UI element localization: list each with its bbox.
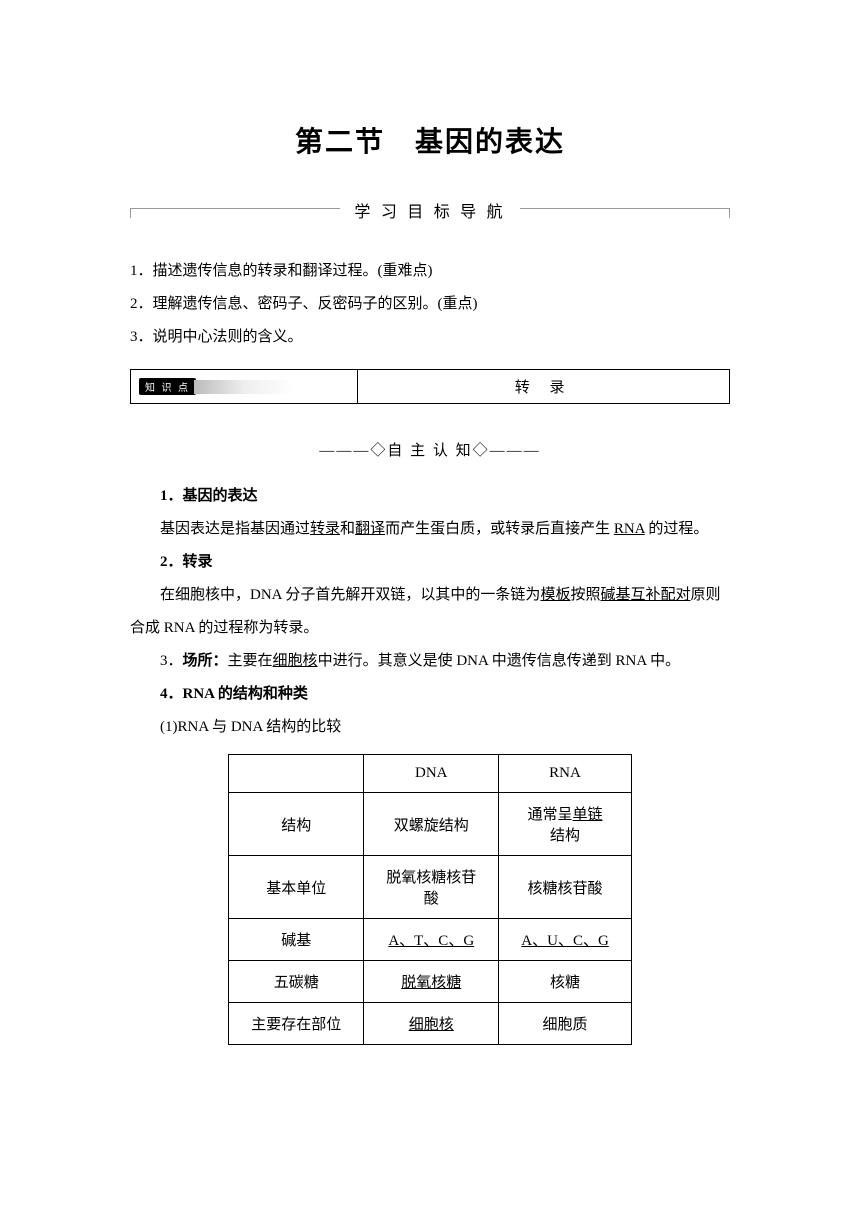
- text: 的过程。: [645, 521, 709, 537]
- text: 通常呈: [528, 807, 573, 823]
- underline-text: A、T、C、G: [388, 933, 474, 949]
- underline-text: 翻译: [355, 521, 385, 537]
- table-cell: 核糖: [499, 961, 632, 1003]
- table-cell: 脱氧核糖核苷酸: [364, 856, 499, 919]
- text: 按照: [570, 587, 600, 603]
- table-cell: 基本单位: [229, 856, 364, 919]
- table-cell: 通常呈单链结构: [499, 793, 632, 856]
- table-row: 基本单位 脱氧核糖核苷酸 核糖核苷酸: [229, 856, 632, 919]
- heading-1: 1．基因的表达: [130, 480, 730, 513]
- table-cell: 主要存在部位: [229, 1003, 364, 1045]
- topic-badge-cell: 知 识 点: [131, 370, 358, 403]
- underline-text: 细胞核: [273, 653, 318, 669]
- topic-box: 知 识 点 转 录: [130, 369, 730, 404]
- topic-label: 转 录: [358, 370, 729, 403]
- text: 3．: [160, 653, 183, 669]
- table-row: 五碳糖 脱氧核糖 核糖: [229, 961, 632, 1003]
- underline-text: 模板: [540, 587, 570, 603]
- content-body: 1．基因的表达 基因表达是指基因通过转录和翻译而产生蛋白质，或转录后直接产生 R…: [130, 480, 730, 1045]
- heading-4: 4．RNA 的结构和种类: [130, 678, 730, 711]
- knowledge-point-badge: 知 识 点: [139, 378, 196, 395]
- text: 中进行。其意义是使 DNA 中遗传信息传递到 RNA 中。: [318, 653, 681, 669]
- text: 在细胞核中，DNA 分子首先解开双链，以其中的一条链为: [160, 587, 540, 603]
- learning-goals-divider: 学 习 目 标 导 航: [130, 200, 730, 230]
- page-title: 第二节 基因的表达: [130, 120, 730, 160]
- underline-text: 脱氧核糖: [401, 975, 461, 991]
- table-cell: 碱基: [229, 919, 364, 961]
- badge-fade-icon: [194, 380, 294, 394]
- text: 和: [340, 521, 355, 537]
- table-cell: A、T、C、G: [364, 919, 499, 961]
- table-cell: 核糖核苷酸: [499, 856, 632, 919]
- text: 结构: [550, 828, 580, 844]
- table-cell: 细胞核: [364, 1003, 499, 1045]
- comparison-table: DNA RNA 结构 双螺旋结构 通常呈单链结构 基本单位 脱氧核糖核苷酸 核糖…: [228, 754, 632, 1045]
- underline-text: A、U、C、G: [521, 933, 609, 949]
- bold-text: 场所：: [183, 653, 228, 669]
- table-row: 结构 双螺旋结构 通常呈单链结构: [229, 793, 632, 856]
- sub-section-header: ———◇自 主 认 知◇———: [130, 439, 730, 460]
- heading-3: 3．场所：主要在细胞核中进行。其意义是使 DNA 中遗传信息传递到 RNA 中。: [130, 645, 730, 678]
- objective-item: 3．说明中心法则的含义。: [130, 321, 730, 354]
- table-header-cell: DNA: [364, 755, 499, 793]
- divider-label: 学 习 目 标 导 航: [346, 198, 513, 222]
- table-header-cell: [229, 755, 364, 793]
- underline-text: 碱基互补配对: [600, 587, 690, 603]
- underline-text: 转录: [310, 521, 340, 537]
- text: 而产生蛋白质，或转录后直接产生: [385, 521, 614, 537]
- table-row: 碱基 A、T、C、G A、U、C、G: [229, 919, 632, 961]
- paragraph-4: (1)RNA 与 DNA 结构的比较: [130, 711, 730, 744]
- table-cell: A、U、C、G: [499, 919, 632, 961]
- paragraph-2: 在细胞核中，DNA 分子首先解开双链，以其中的一条链为模板按照碱基互补配对原则合…: [130, 579, 730, 645]
- table-cell: 脱氧核糖: [364, 961, 499, 1003]
- underline-text: RNA: [614, 521, 645, 537]
- table-cell: 五碳糖: [229, 961, 364, 1003]
- objective-item: 2．理解遗传信息、密码子、反密码子的区别。(重点): [130, 288, 730, 321]
- paragraph-1: 基因表达是指基因通过转录和翻译而产生蛋白质，或转录后直接产生 RNA 的过程。: [130, 513, 730, 546]
- objectives-list: 1．描述遗传信息的转录和翻译过程。(重难点) 2．理解遗传信息、密码子、反密码子…: [130, 255, 730, 354]
- table-header-cell: RNA: [499, 755, 632, 793]
- underline-text: 细胞核: [409, 1017, 454, 1033]
- underline-text: 单链: [573, 807, 603, 823]
- table-header-row: DNA RNA: [229, 755, 632, 793]
- objective-item: 1．描述遗传信息的转录和翻译过程。(重难点): [130, 255, 730, 288]
- table-cell: 细胞质: [499, 1003, 632, 1045]
- table-cell: 双螺旋结构: [364, 793, 499, 856]
- table-cell: 结构: [229, 793, 364, 856]
- text: 主要在: [228, 653, 273, 669]
- text: 基因表达是指基因通过: [160, 521, 310, 537]
- table-row: 主要存在部位 细胞核 细胞质: [229, 1003, 632, 1045]
- heading-2: 2．转录: [130, 546, 730, 579]
